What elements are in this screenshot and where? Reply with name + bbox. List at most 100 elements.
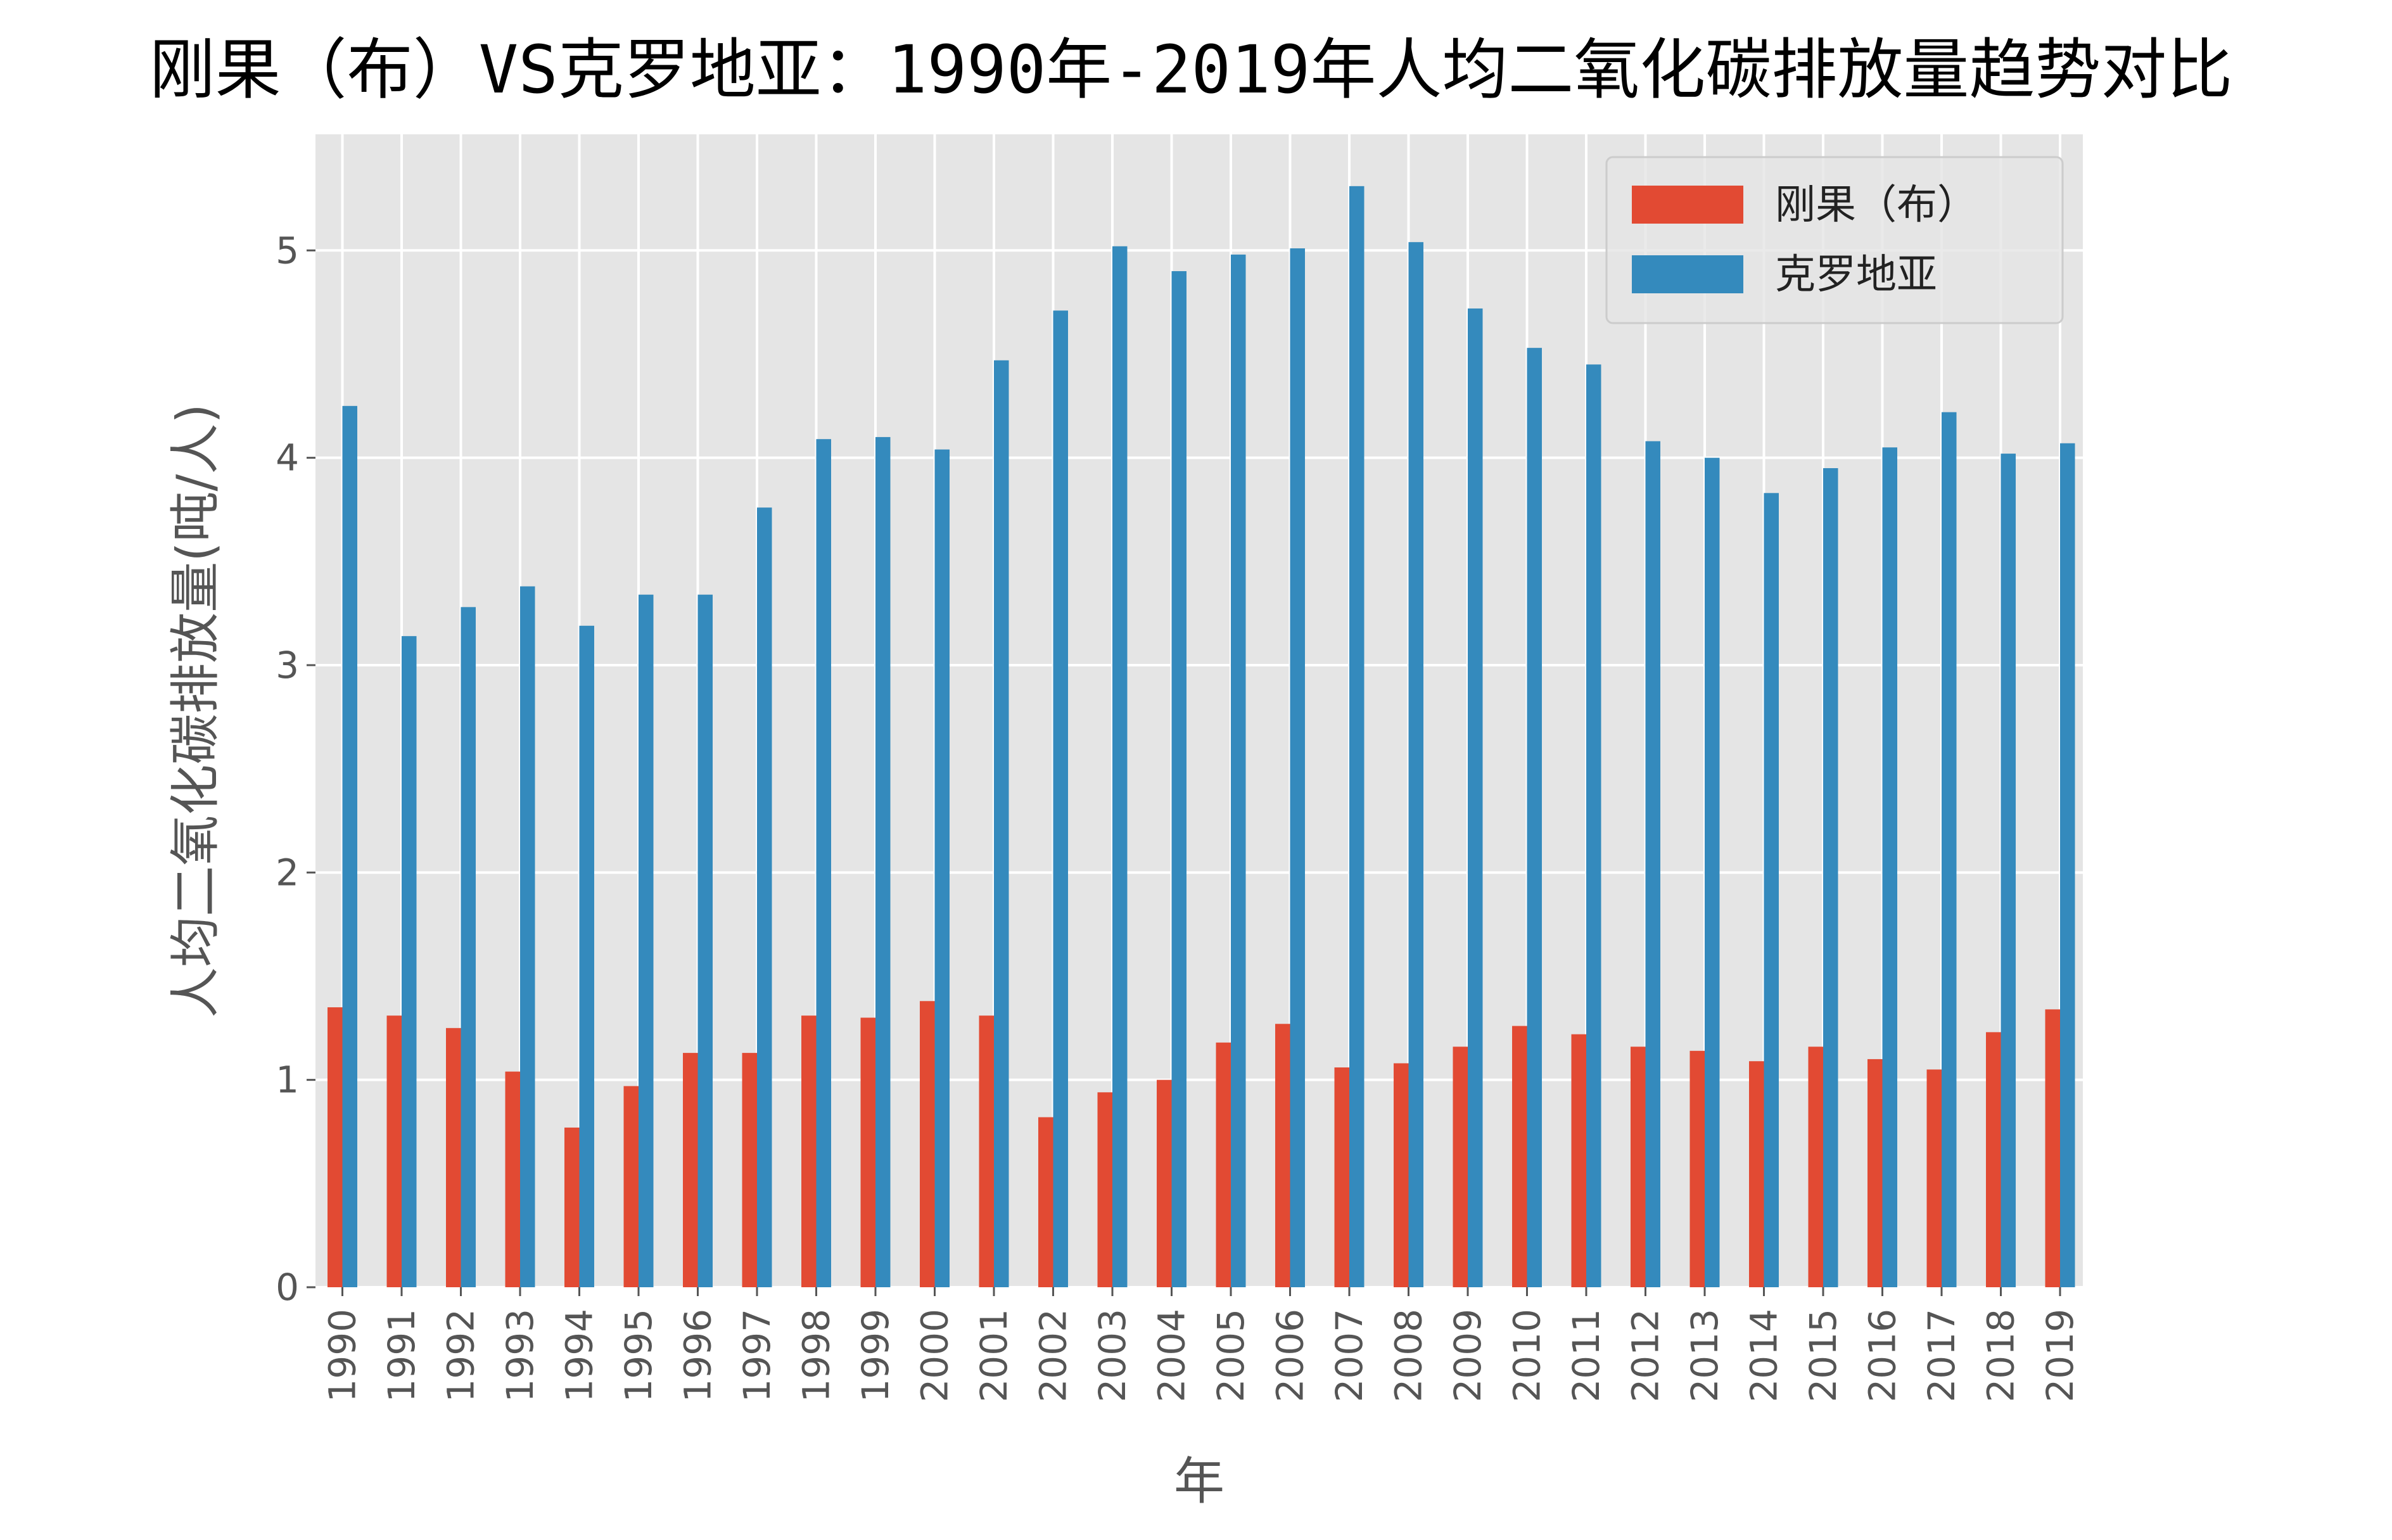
axis-ticks: 0 1 2 3 4 5 1990 1991 1992 1993 1994 1995 1996 1997 19…	[276, 229, 2082, 1402]
bar-congo	[1631, 1047, 1646, 1287]
x-tick-label: 1999	[854, 1309, 897, 1403]
x-tick-label: 1990	[321, 1309, 364, 1403]
legend-swatch	[1632, 186, 1743, 224]
x-tick-label: 2005	[1209, 1309, 1252, 1403]
x-tick-label: 2008	[1387, 1309, 1430, 1403]
bar-congo	[920, 1001, 935, 1287]
bar-congo	[386, 1015, 402, 1287]
bar-croatia	[2001, 454, 2016, 1287]
bar-croatia	[579, 625, 594, 1287]
bar-congo	[1867, 1059, 1883, 1287]
x-tick-label: 2004	[1150, 1309, 1193, 1403]
bar-croatia	[1112, 246, 1128, 1288]
x-tick-label: 1995	[617, 1309, 660, 1403]
x-tick-label: 2019	[2039, 1309, 2082, 1403]
bars	[328, 186, 2075, 1288]
bar-croatia	[2060, 443, 2075, 1287]
bar-congo	[1216, 1042, 1231, 1287]
bar-congo	[1986, 1032, 2001, 1287]
bar-croatia	[1645, 441, 1660, 1287]
y-tick-label: 0	[276, 1266, 299, 1309]
bar-croatia	[520, 586, 535, 1287]
x-tick-label: 1998	[795, 1309, 838, 1403]
bar-croatia	[697, 594, 713, 1287]
bar-congo	[1689, 1050, 1705, 1287]
x-tick-label: 2001	[972, 1309, 1015, 1403]
bar-croatia	[1171, 271, 1186, 1287]
bar-congo	[564, 1127, 580, 1287]
y-tick-label: 5	[276, 229, 299, 272]
bar-croatia	[1408, 242, 1423, 1287]
legend-label: 克罗地亚	[1775, 251, 1937, 298]
bar-croatia	[875, 436, 891, 1287]
x-tick-label: 2006	[1269, 1309, 1312, 1403]
bar-croatia	[1823, 468, 1838, 1287]
x-axis-label: 年	[1174, 1452, 1225, 1511]
x-tick-label: 2014	[1743, 1309, 1786, 1403]
x-tick-label: 2012	[1624, 1309, 1667, 1403]
bar-congo	[2045, 1009, 2060, 1287]
x-tick-label: 1993	[499, 1309, 542, 1403]
x-tick-label: 1992	[440, 1309, 483, 1403]
bar-croatia	[1705, 457, 1720, 1287]
x-tick-label: 2018	[1980, 1309, 2023, 1403]
x-tick-label: 2000	[913, 1309, 957, 1403]
bar-congo	[328, 1007, 343, 1287]
bar-congo	[1512, 1026, 1527, 1287]
y-tick-label: 3	[276, 644, 299, 687]
bar-croatia	[639, 594, 654, 1287]
x-tick-label: 2015	[1802, 1309, 1845, 1403]
y-tick-label: 4	[276, 436, 299, 480]
bar-congo	[1808, 1047, 1823, 1287]
bar-congo	[801, 1015, 817, 1287]
x-tick-label: 2009	[1446, 1309, 1489, 1403]
legend-swatch	[1632, 255, 1743, 293]
bar-congo	[1038, 1117, 1053, 1287]
bar-congo	[505, 1071, 520, 1287]
plot-background	[315, 134, 2083, 1287]
y-tick-label: 1	[276, 1059, 299, 1102]
bar-congo	[1926, 1069, 1942, 1287]
bar-congo	[979, 1015, 994, 1287]
bar-congo	[742, 1053, 757, 1287]
x-tick-label: 1994	[558, 1309, 601, 1403]
bar-croatia	[1942, 412, 1957, 1288]
x-tick-label: 1997	[735, 1309, 779, 1403]
x-tick-label: 2017	[1920, 1309, 1963, 1403]
bar-congo	[1453, 1047, 1468, 1287]
bar-congo	[1097, 1092, 1112, 1287]
bar-congo	[1157, 1079, 1172, 1287]
bar-congo	[1275, 1024, 1290, 1287]
x-tick-label: 2003	[1091, 1309, 1134, 1403]
bar-croatia	[994, 360, 1009, 1287]
x-tick-label: 2011	[1565, 1309, 1608, 1403]
bar-congo	[623, 1086, 639, 1287]
bar-croatia	[1468, 308, 1483, 1288]
bar-croatia	[1586, 364, 1601, 1287]
bar-croatia	[934, 449, 950, 1287]
x-tick-label: 2016	[1861, 1309, 1904, 1403]
bar-congo	[683, 1053, 698, 1287]
bar-croatia	[402, 636, 417, 1288]
bar-croatia	[342, 405, 357, 1287]
bar-croatia	[1764, 493, 1779, 1288]
bar-congo	[1749, 1061, 1764, 1287]
bar-croatia	[1231, 254, 1246, 1288]
bar-croatia	[461, 607, 476, 1287]
bar-croatia	[1527, 348, 1542, 1288]
bar-congo	[1334, 1067, 1349, 1287]
bar-congo	[1394, 1063, 1409, 1287]
bar-croatia	[1053, 310, 1068, 1287]
x-tick-label: 2002	[1032, 1309, 1075, 1403]
bar-croatia	[1349, 186, 1365, 1288]
bar-croatia	[1290, 248, 1305, 1287]
bar-congo	[446, 1028, 461, 1287]
bar-congo	[1571, 1034, 1586, 1287]
bar-croatia	[757, 507, 772, 1287]
x-tick-label: 2010	[1506, 1309, 1549, 1403]
x-tick-label: 2007	[1328, 1309, 1371, 1403]
bar-croatia	[1882, 447, 1897, 1288]
x-tick-label: 2013	[1683, 1309, 1726, 1403]
